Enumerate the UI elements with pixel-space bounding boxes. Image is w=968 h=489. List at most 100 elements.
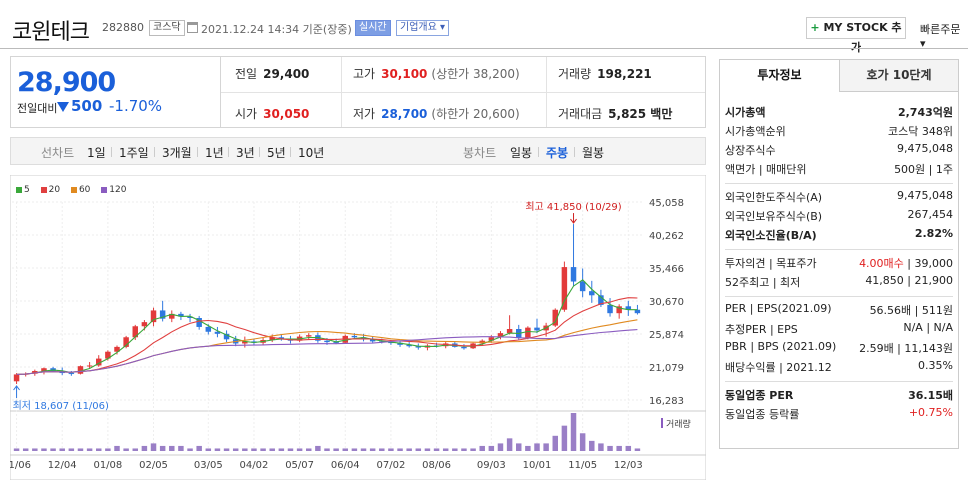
legend-ma120: 120 (101, 185, 126, 195)
volume-bar (552, 435, 558, 451)
candle-body (506, 329, 513, 334)
tab-orderbook-10[interactable]: 호가 10단계 (839, 60, 958, 92)
change-percent: -1.70% (109, 97, 163, 115)
info-row-value: 41,850 | 21,900 (865, 274, 953, 287)
period-sep (574, 147, 575, 157)
volume-label: 거래량 (666, 418, 691, 430)
high-label: 고가 (353, 67, 376, 81)
current-price: 28,900 (17, 67, 116, 98)
high-arrow-head (570, 218, 577, 224)
info-divider (725, 249, 953, 250)
volume-bar (287, 448, 294, 451)
info-row-label: 외국인소진율(B/A) (725, 229, 817, 242)
period-1w[interactable]: 1주일 (119, 146, 149, 160)
candle-daily[interactable]: 일봉 (510, 146, 533, 160)
upper-limit: (상한가 38,200) (431, 67, 520, 81)
volume-bar (123, 448, 129, 451)
low-arrow-head (13, 385, 20, 391)
volume-bar (169, 445, 175, 451)
period-5y[interactable]: 5년 (267, 146, 286, 160)
volume-bar (59, 448, 65, 451)
add-mystock-label: MY STOCK 추가 (823, 21, 902, 54)
info-row-label: 상장주식수 (725, 144, 776, 157)
volume-bar (570, 413, 577, 451)
volume-bar (306, 448, 312, 451)
add-mystock-button[interactable]: + MY STOCK 추가 (806, 17, 906, 54)
info-row-label: 시가총액순위 (725, 125, 786, 138)
x-tick-label: 03/05 (194, 460, 223, 471)
volume-bar (333, 448, 339, 451)
period-1y[interactable]: 1년 (205, 146, 224, 160)
info-row-label: PER | EPS(2021.09) (725, 302, 832, 315)
x-tick-label: 06/04 (331, 460, 360, 471)
volume-bar (205, 448, 212, 451)
y-tick-label: 45,058 (649, 198, 684, 209)
candle-body (187, 316, 193, 318)
y-tick-label: 25,874 (649, 330, 684, 341)
period-3y[interactable]: 3년 (236, 146, 255, 160)
candle-body (598, 295, 604, 305)
period-1d[interactable]: 1일 (87, 146, 106, 160)
info-row-label: 액면가 | 매매단위 (725, 163, 807, 176)
y-tick-label: 35,466 (649, 264, 684, 275)
volume-bar (32, 448, 38, 451)
volume-bar (442, 448, 449, 451)
volume-bar (360, 448, 367, 451)
period-sep (259, 147, 260, 157)
opinion-value: 4.00매수 (859, 257, 904, 270)
volume-bar (214, 448, 221, 451)
candle-body (324, 340, 330, 343)
candle-body (150, 310, 157, 323)
volume-bar (388, 448, 394, 451)
info-row-value: +0.75% (908, 406, 953, 419)
volume-bar (607, 445, 613, 451)
calendar-icon (187, 22, 198, 33)
info-row-label: 배당수익률 | 2021.12 (725, 361, 832, 374)
info-row-value: 500원 | 1주 (894, 163, 953, 176)
change-value: 500 (71, 97, 103, 115)
period-sep (290, 147, 291, 157)
volume-bar (488, 445, 495, 451)
volume-bar (296, 448, 303, 451)
change-label: 전일대비 (17, 102, 58, 115)
volume-bar (497, 443, 504, 451)
low-value: 28,700 (381, 107, 428, 121)
price-chart[interactable]: 5 20 60 120 최고 41,850 (10/29) 최저 18,607 (… (2, 174, 707, 481)
stat-prev-close: 전일 29,400 (235, 65, 309, 82)
info-row: 외국인소진율(B/A) 2.82% (725, 227, 953, 245)
y-tick-label: 30,670 (649, 297, 684, 308)
quick-order-dropdown[interactable]: 빠른주문 ▾ (920, 23, 961, 50)
volume-bar (242, 448, 248, 451)
x-tick-label: 02/05 (139, 460, 168, 471)
stock-code: 282880 (102, 21, 144, 34)
period-sep (197, 147, 198, 157)
quote-datetime: 2021.12.24 14:34 기준(장중) (201, 23, 352, 36)
candle-weekly[interactable]: 주봉 (546, 146, 569, 160)
candle-body (461, 346, 467, 349)
low-label: 저가 (353, 107, 376, 121)
volume-bar (452, 448, 458, 451)
legend-ma20: 20 (40, 185, 60, 195)
info-row-value: 56.56배 | 511원 (869, 304, 953, 317)
down-triangle-icon (57, 102, 69, 112)
candle-monthly[interactable]: 월봉 (582, 146, 605, 160)
candle-body (196, 317, 202, 327)
x-tick-label: 11/06 (10, 460, 31, 471)
period-10y[interactable]: 10년 (298, 146, 325, 160)
tab-investment-info[interactable]: 투자정보 (720, 60, 839, 92)
volume-bar (105, 448, 111, 451)
candle-body (105, 351, 111, 359)
volume-label: 거래량 (558, 67, 592, 81)
info-row-label: 외국인보유주식수(B) (725, 210, 823, 223)
candle-body (269, 337, 275, 341)
volume-bar (379, 448, 385, 451)
volume-bar (534, 443, 540, 451)
price-panel: 28,900 전일대비 500 -1.70% (10, 56, 220, 128)
volume-bar (22, 448, 29, 451)
company-overview-dropdown[interactable]: 기업개요 ▾ (396, 20, 449, 36)
volume-bar (625, 445, 632, 451)
period-3m[interactable]: 3개월 (162, 146, 192, 160)
realtime-badge[interactable]: 실시간 (355, 20, 391, 36)
period-sep (111, 147, 112, 157)
y-tick-label: 21,079 (649, 363, 684, 374)
